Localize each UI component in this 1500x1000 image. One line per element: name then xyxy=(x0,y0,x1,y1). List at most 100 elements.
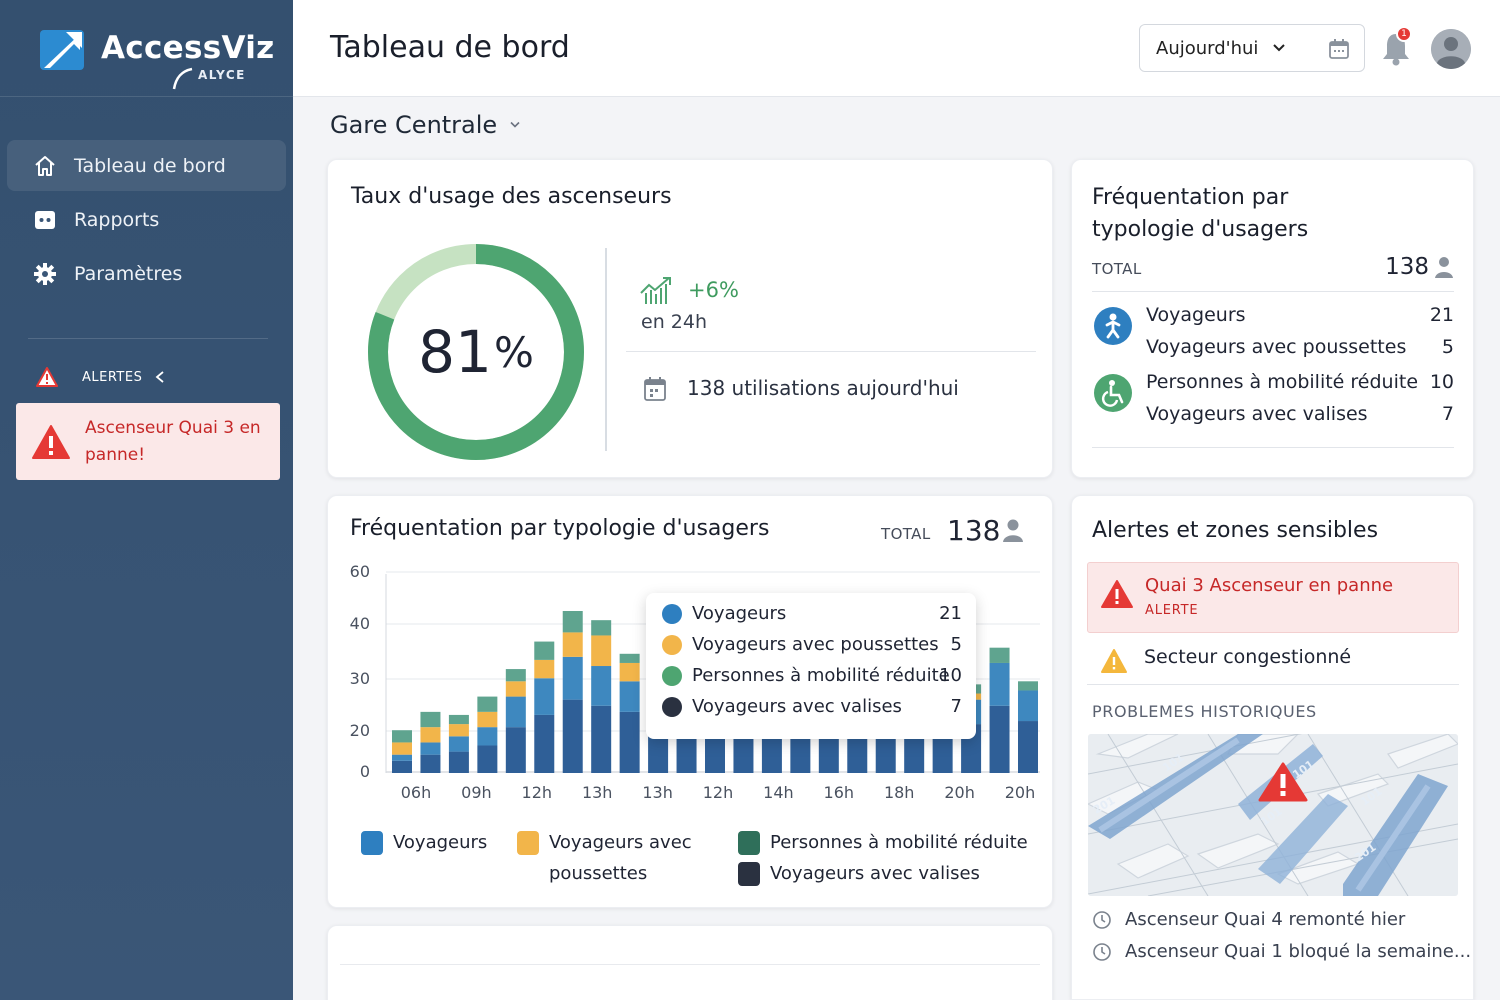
app-name: AccessViz xyxy=(101,30,275,66)
sidebar: AccessViz ALYCE Tableau de bord Rapports… xyxy=(0,0,293,1000)
bar-segment[interactable] xyxy=(420,742,441,755)
typology-row: Voyageurs avec poussettes 5 xyxy=(1146,336,1454,358)
clock-icon xyxy=(1093,942,1111,961)
bar-segment[interactable] xyxy=(505,669,526,682)
usage-percent: 81% xyxy=(366,242,586,462)
user-icon xyxy=(1435,257,1453,278)
bar-segment[interactable] xyxy=(562,699,583,773)
bar-segment[interactable] xyxy=(1018,681,1038,691)
tooltip-row: Voyageurs 21 xyxy=(662,603,962,624)
walker-icon xyxy=(361,831,383,855)
legend-label: poussettes xyxy=(549,863,648,884)
bar-segment[interactable] xyxy=(534,678,555,715)
x-tick-label: 13h xyxy=(582,783,613,802)
bar-segment[interactable] xyxy=(619,662,640,682)
reports-icon xyxy=(33,208,57,232)
sidebar-alert[interactable]: Ascenseur Quai 3 en panne! xyxy=(16,403,280,480)
station-map[interactable]: 101 201 101 101 201 101 xyxy=(1088,734,1458,896)
typology-row-label: Voyageurs avec poussettes xyxy=(1146,336,1407,358)
bar-segment[interactable] xyxy=(591,705,612,773)
bar-segment[interactable] xyxy=(420,727,441,743)
bar-segment[interactable] xyxy=(562,656,583,700)
chevron-down-icon xyxy=(510,121,520,128)
history-item[interactable]: Ascenseur Quai 1 bloqué la semaine... xyxy=(1092,941,1471,962)
bar-segment[interactable] xyxy=(591,666,612,706)
map-alert-marker-icon[interactable] xyxy=(1258,762,1308,802)
x-tick-label: 20h xyxy=(944,783,975,802)
donut-value-arc xyxy=(368,244,584,460)
bar-chart-total-value: 138 xyxy=(947,514,1001,547)
main-alert[interactable]: Quai 3 Ascenseur en panne ALERTE xyxy=(1087,562,1459,633)
bar-segment[interactable] xyxy=(448,714,469,725)
bar-segment[interactable] xyxy=(989,662,1010,706)
bar-segment[interactable] xyxy=(1018,690,1038,722)
date-filter-select[interactable]: Aujourd'hui xyxy=(1139,24,1365,72)
legend-label: Personnes à mobilité réduite xyxy=(770,832,1028,853)
bar-segment[interactable] xyxy=(448,736,469,752)
bar-segment[interactable] xyxy=(562,611,583,633)
legend-item-pmr[interactable]: Personnes à mobilité réduite xyxy=(738,827,1028,858)
legend-label: Voyageurs avec valises xyxy=(770,863,980,884)
x-tick-label: 13h xyxy=(642,783,673,802)
user-avatar-icon xyxy=(1431,29,1471,69)
bar-segment[interactable] xyxy=(505,696,526,728)
bar-chart-title: Fréquentation par typologie d'usagers xyxy=(350,516,770,541)
avatar[interactable] xyxy=(1431,29,1471,69)
alerts-card-title: Alertes et zones sensibles xyxy=(1092,518,1379,543)
typology-card-title: Fréquentation par typologie d'usagers xyxy=(1092,185,1309,242)
bar-segment[interactable] xyxy=(534,641,555,660)
typology-bottom-divider xyxy=(1092,447,1454,448)
brand: AccessViz ALYCE xyxy=(0,0,293,97)
bar-segment[interactable] xyxy=(1018,721,1038,773)
alerts-toggle[interactable]: ALERTES xyxy=(36,366,166,388)
tooltip-row: Voyageurs avec valises 7 xyxy=(662,696,962,717)
bar-segment[interactable] xyxy=(392,742,412,755)
legend-item-voyageurs[interactable]: Voyageurs xyxy=(361,827,487,858)
bar-segment[interactable] xyxy=(477,711,498,728)
notification-badge: 1 xyxy=(1396,26,1412,42)
calendar-icon[interactable] xyxy=(1328,38,1350,60)
legend-item-valises[interactable]: Voyageurs avec valises xyxy=(738,858,980,889)
top-header: Tableau de bord Aujourd'hui 1 xyxy=(293,0,1500,97)
sidebar-item-reports[interactable]: Rapports xyxy=(7,194,286,245)
luggage-icon xyxy=(738,862,760,886)
bar-segment[interactable] xyxy=(392,754,412,761)
bar-segment[interactable] xyxy=(591,635,612,667)
bar-segment[interactable] xyxy=(477,696,498,712)
bar-segment[interactable] xyxy=(562,632,583,657)
legend-item-poussettes[interactable]: Voyageurs avec poussettes xyxy=(517,827,692,889)
usage-percent-unit: % xyxy=(493,327,534,377)
bar-segment[interactable] xyxy=(619,711,640,773)
bar-segment[interactable] xyxy=(448,751,469,773)
sidebar-item-settings[interactable]: Paramètres xyxy=(7,248,286,299)
walker-icon xyxy=(1094,307,1132,345)
station-selector[interactable]: Gare Centrale xyxy=(330,111,521,139)
bar-segment[interactable] xyxy=(591,620,612,636)
bar-segment[interactable] xyxy=(534,714,555,773)
bar-segment[interactable] xyxy=(448,724,469,737)
bar-segment[interactable] xyxy=(534,659,555,679)
bar-segment[interactable] xyxy=(392,760,412,773)
bar-segment[interactable] xyxy=(619,681,640,712)
bar-segment[interactable] xyxy=(420,754,441,773)
accessviz-logo-icon xyxy=(40,30,84,70)
usage-donut-chart xyxy=(368,244,584,460)
bar-segment[interactable] xyxy=(392,730,412,743)
bar-segment[interactable] xyxy=(989,647,1010,663)
bar-segment[interactable] xyxy=(477,745,498,773)
history-item[interactable]: Ascenseur Quai 4 remonté hier xyxy=(1092,909,1405,930)
bar-segment[interactable] xyxy=(477,727,498,746)
bar-segment[interactable] xyxy=(420,711,441,728)
stroller-icon xyxy=(517,831,539,855)
bar-segment[interactable] xyxy=(505,727,526,773)
bar-segment[interactable] xyxy=(989,705,1010,773)
bar-segment[interactable] xyxy=(619,653,640,663)
luggage-icon xyxy=(662,696,682,717)
bar-segment[interactable] xyxy=(505,681,526,697)
wheelchair-icon xyxy=(1094,374,1132,412)
empty-card xyxy=(327,925,1053,1000)
sidebar-item-label: Paramètres xyxy=(74,262,183,285)
x-tick-label: 16h xyxy=(824,783,855,802)
x-tick-label: 06h xyxy=(401,783,432,802)
sidebar-item-dashboard[interactable]: Tableau de bord xyxy=(7,140,286,191)
